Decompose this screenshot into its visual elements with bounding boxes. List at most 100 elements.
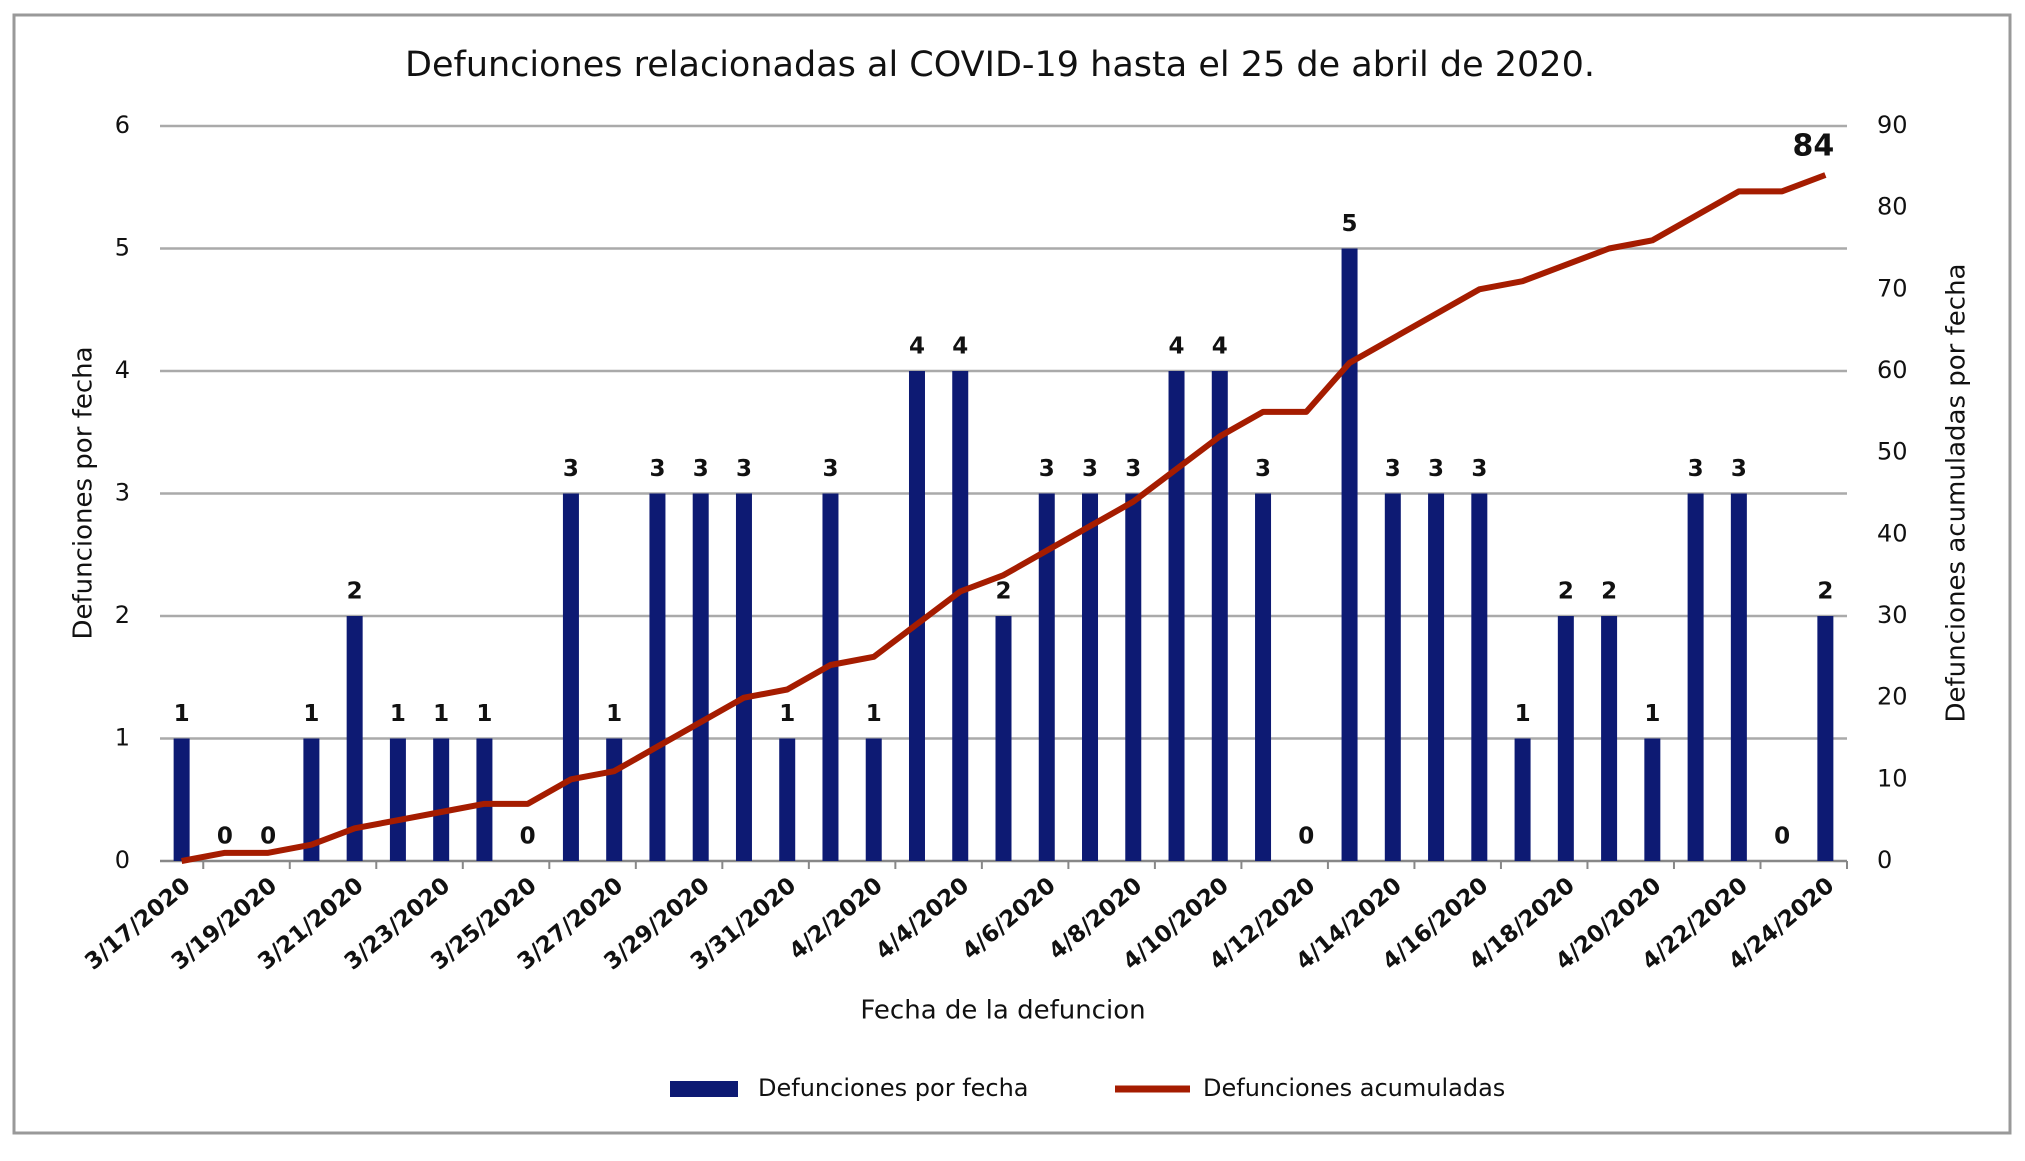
- bar: [476, 738, 493, 861]
- bar: [1428, 493, 1445, 861]
- bar: [433, 738, 450, 861]
- bar-value-label: 0: [1298, 824, 1314, 850]
- bar-value-label: 1: [866, 701, 882, 727]
- bar-value-label: 2: [1601, 579, 1617, 605]
- bar-value-label: 1: [390, 701, 406, 727]
- bar: [995, 616, 1012, 861]
- bar: [1514, 738, 1531, 861]
- y2-tick-label: 70: [1877, 274, 1908, 302]
- y2-tick-label: 10: [1877, 764, 1908, 792]
- bar-value-label: 0: [1774, 824, 1790, 850]
- bar: [389, 738, 406, 861]
- bar: [735, 493, 752, 861]
- bar-value-label: 0: [520, 824, 536, 850]
- bar-value-label: 3: [1688, 456, 1704, 482]
- bar-value-label: 3: [563, 456, 579, 482]
- bar-value-label: 5: [1342, 211, 1358, 237]
- bar: [1730, 493, 1747, 861]
- y-tick-label: 5: [115, 234, 130, 262]
- bar-value-label: 3: [1082, 456, 1098, 482]
- y2-tick-label: 80: [1877, 193, 1908, 221]
- bar: [865, 738, 882, 861]
- bar-value-label: 4: [1169, 334, 1185, 360]
- bar-value-label: 2: [995, 579, 1011, 605]
- bar: [1601, 616, 1618, 861]
- chart-border: [12, 13, 2012, 1135]
- bar-value-label: 4: [952, 334, 968, 360]
- y2-tick-label: 90: [1877, 111, 1908, 139]
- y2-axis-title: Defunciones acumuladas por fecha: [1942, 264, 1972, 723]
- x-axis-title: Fecha de la defuncion: [860, 996, 1145, 1026]
- bar-value-label: 1: [174, 701, 190, 727]
- bar: [562, 493, 579, 861]
- y2-tick-label: 0: [1877, 846, 1892, 874]
- legend-label: Defunciones por fecha: [758, 1074, 1029, 1102]
- bar: [1557, 616, 1574, 861]
- bar: [303, 738, 320, 861]
- y-axis-title: Defunciones por fecha: [69, 346, 99, 639]
- bar-value-label: 2: [347, 579, 363, 605]
- bar-value-label: 3: [1039, 456, 1055, 482]
- line: [181, 172, 1827, 864]
- bar-value-label: 3: [1125, 456, 1141, 482]
- bar-value-label: 2: [1558, 579, 1574, 605]
- bar: [1341, 248, 1358, 861]
- bar-value-label: 2: [1817, 579, 1833, 605]
- bar: [1168, 371, 1185, 861]
- bar-value-label: 1: [1644, 701, 1660, 727]
- bar-value-label: 1: [1515, 701, 1531, 727]
- bar: [1211, 371, 1228, 861]
- bar-value-label: 3: [736, 456, 752, 482]
- y-tick-label: 2: [115, 601, 130, 629]
- bar: [952, 371, 969, 861]
- bar: [1082, 493, 1099, 861]
- bar-value-label: 4: [1212, 334, 1228, 360]
- bar: [1125, 493, 1142, 861]
- bar-value-label: 0: [217, 824, 233, 850]
- bar-value-label: 0: [260, 824, 276, 850]
- bar: [908, 371, 925, 861]
- bar-value-label: 3: [822, 456, 838, 482]
- bar-value-label: 1: [606, 701, 622, 727]
- bar-value-label: 1: [303, 701, 319, 727]
- legend-swatch: [670, 1081, 738, 1097]
- y2-tick-label: 50: [1877, 438, 1908, 466]
- y2-tick-label: 20: [1877, 683, 1908, 711]
- bar: [606, 738, 623, 861]
- bar: [1687, 493, 1704, 861]
- bar-value-label: 3: [649, 456, 665, 482]
- bar-value-label: 3: [1255, 456, 1271, 482]
- bar-value-label: 1: [476, 701, 492, 727]
- bar: [1471, 493, 1488, 861]
- line-value-label: 84: [1792, 129, 1834, 164]
- y2-tick-label: 60: [1877, 356, 1908, 384]
- bar-value-label: 4: [909, 334, 925, 360]
- bar: [692, 493, 709, 861]
- bar: [1255, 493, 1272, 861]
- legend-label: Defunciones acumuladas: [1203, 1074, 1505, 1102]
- bar-value-label: 3: [1731, 456, 1747, 482]
- bar: [1038, 493, 1055, 861]
- bar: [1384, 493, 1401, 861]
- bar-value-label: 1: [779, 701, 795, 727]
- y-tick-label: 0: [115, 846, 130, 874]
- y-tick-label: 1: [115, 724, 130, 752]
- y2-tick-label: 40: [1877, 519, 1908, 547]
- bar: [1644, 738, 1661, 861]
- bar: [822, 493, 839, 861]
- bar: [173, 738, 190, 861]
- bar: [346, 616, 363, 861]
- bar-value-label: 3: [693, 456, 709, 482]
- chart-title: Defunciones relacionadas al COVID-19 has…: [405, 45, 1595, 85]
- y-tick-label: 6: [115, 111, 130, 139]
- bar-value-label: 3: [1471, 456, 1487, 482]
- y-tick-label: 4: [115, 356, 130, 384]
- bar-value-label: 1: [433, 701, 449, 727]
- y-tick-label: 3: [115, 479, 130, 507]
- bar: [649, 493, 666, 861]
- bar: [779, 738, 796, 861]
- y2-tick-label: 30: [1877, 601, 1908, 629]
- bar-value-label: 3: [1385, 456, 1401, 482]
- bar-value-label: 3: [1428, 456, 1444, 482]
